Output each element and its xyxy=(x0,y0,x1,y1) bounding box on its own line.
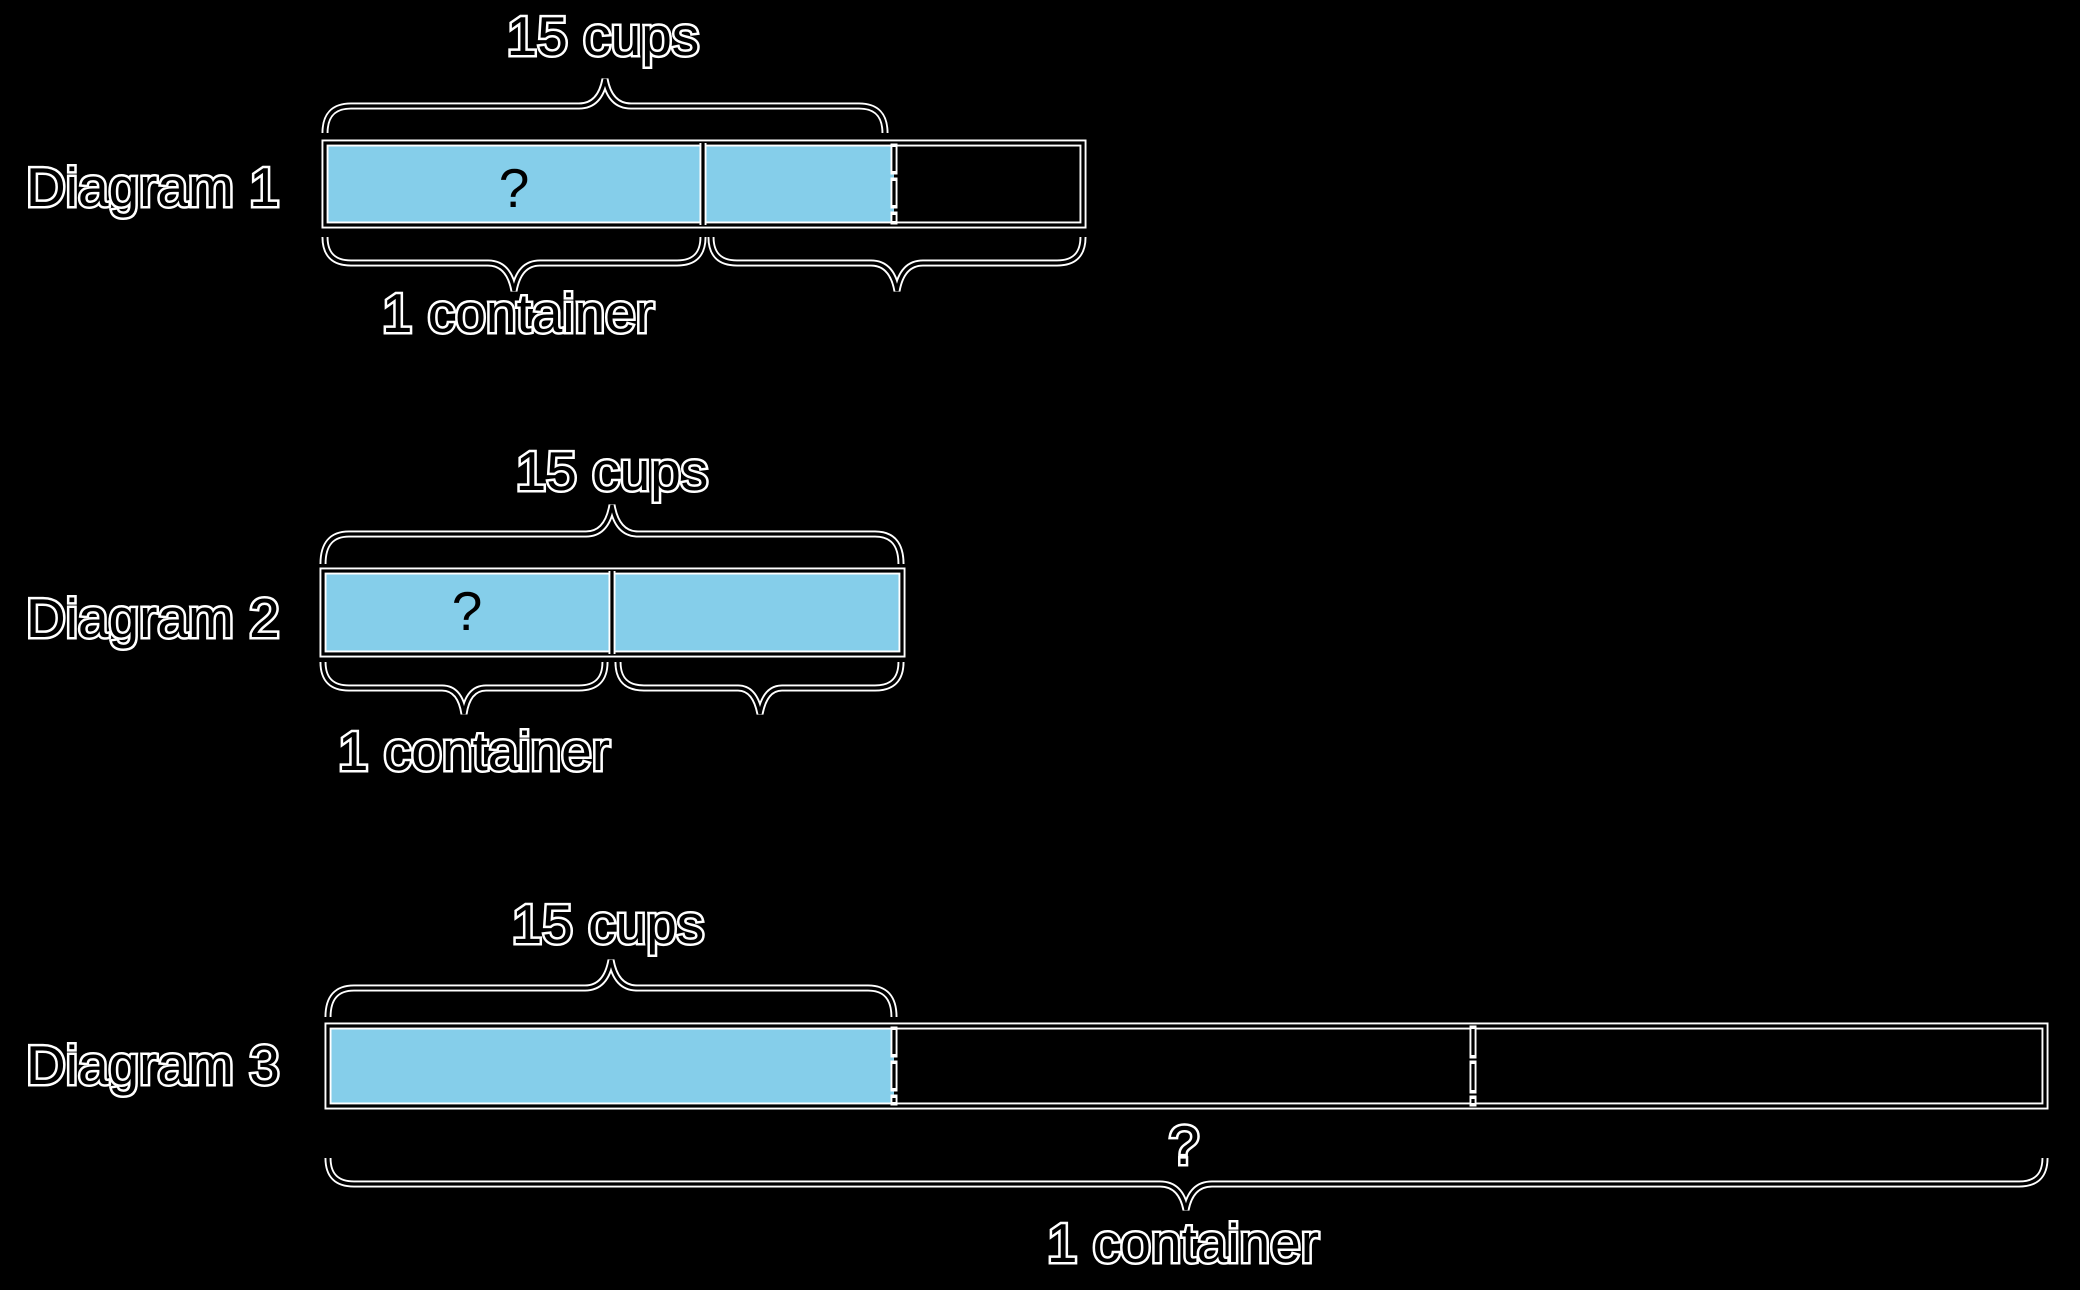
diagram-3-container-label: 1 container xyxy=(1047,1212,1319,1274)
diagram-1-unknown-mark: ? xyxy=(499,157,530,219)
diagram-2-top-brace xyxy=(319,504,905,565)
diagram-2-container-brace xyxy=(319,661,609,715)
diagram-1-container-label: 1 container xyxy=(382,282,654,344)
diagram-3-title: Diagram 3 xyxy=(26,1034,280,1096)
diagram-2-container-label: 1 container xyxy=(338,720,610,782)
diagram-1-top-brace xyxy=(321,78,889,134)
diagram-3-bar-outline xyxy=(324,1022,2049,1110)
diagram-2-title: Diagram 2 xyxy=(26,587,280,649)
diagram-3-total-brace xyxy=(324,1157,2049,1211)
diagram-1-title: Diagram 1 xyxy=(26,156,280,218)
diagram-2-cups-label: 15 cups xyxy=(516,440,709,502)
diagram-1-remainder-brace xyxy=(707,236,1087,292)
diagram-1: Diagram 1 15 cups ? 1 container xyxy=(24,3,1087,347)
diagram-2: Diagram 2 15 cups ? 1 container xyxy=(24,438,906,785)
diagram-3-shaded-region xyxy=(328,1026,894,1106)
diagram-1-shaded-region xyxy=(325,143,894,225)
diagram-1-cups-label: 15 cups xyxy=(507,5,700,67)
diagram-3-cups-label: 15 cups xyxy=(512,893,705,955)
diagram-2-remainder-brace xyxy=(614,661,905,715)
diagram-3: Diagram 3 15 cups ? 1 container xyxy=(24,891,2049,1277)
diagram-1-container-brace xyxy=(321,236,707,292)
diagram-2-unknown-mark: ? xyxy=(452,580,483,642)
diagram-3-unknown-mark: ? xyxy=(1169,1114,1200,1176)
diagram-3-top-brace xyxy=(324,959,898,1018)
